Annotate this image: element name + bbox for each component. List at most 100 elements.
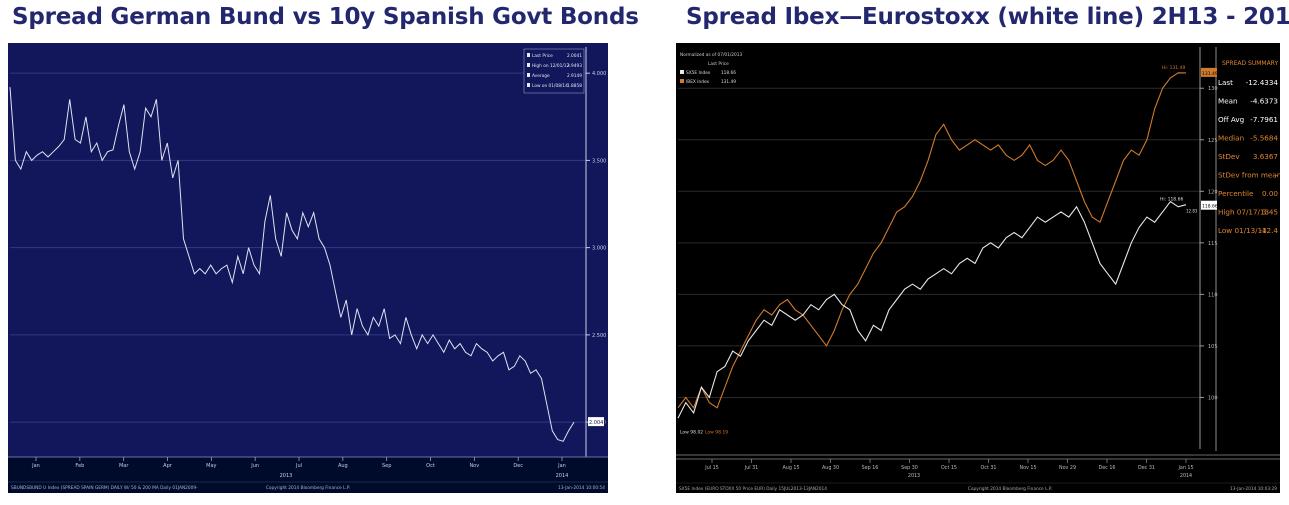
spread-summary: SPREAD SUMMARY Last -12.4334 Mean -4.6373 Off…	[1218, 60, 1280, 235]
y-tick-label: 115	[1208, 241, 1218, 247]
x-tick-label: Jul	[295, 463, 302, 469]
x-tick-label: Dec 31	[1138, 465, 1155, 471]
year-label: 2014	[556, 473, 569, 479]
x-tick-label: Dec 16	[1099, 465, 1116, 471]
eurostoxx-line	[677, 200, 1187, 419]
legend-swatch	[527, 83, 530, 87]
ibex-eurostoxx-chart: 130 125 120 115 110 105 100 Hi: 131.49 Hi: 118.6…	[676, 47, 1280, 493]
legend-label: SX5E Index	[686, 70, 711, 76]
summary-value: -7.7961	[1250, 115, 1278, 124]
y-tick-label: 125	[1208, 138, 1218, 144]
x-tick-label: Sep 30	[901, 465, 918, 471]
summary-label: StDev from mean	[1218, 171, 1280, 180]
legend-swatch	[680, 70, 684, 74]
y-tick-label: 3.000	[592, 246, 606, 252]
summary-value: -5.5684	[1250, 134, 1278, 143]
summary-value: -4.6373	[1250, 97, 1278, 106]
y-tick-label: 3.500	[592, 158, 606, 164]
y-tick-label: 2.500	[592, 333, 606, 339]
legend-value: 2.9149	[567, 73, 582, 79]
summary-value: 3.6367	[1253, 152, 1278, 161]
ibex-eurostoxx-chart-panel: 130 125 120 115 110 105 100 Hi: 131.49 Hi: 118.6…	[676, 43, 1280, 493]
x-tick-label: May	[206, 463, 216, 469]
y-tick-label: 110	[1208, 292, 1218, 298]
footer-copyright: Copyright 2014 Bloomberg Finance L.P.	[968, 486, 1052, 492]
legend-header: Last Price	[708, 61, 729, 67]
ibex-low-tag: Low 98.19	[705, 430, 728, 436]
x-tick-label: Nov 29	[1059, 465, 1076, 471]
legend-label: Last Price	[532, 53, 553, 59]
x-tick-label: Apr	[163, 463, 173, 469]
last-price-tag: 2.0041	[589, 420, 607, 426]
x-tick-label: Nov 15	[1020, 465, 1037, 471]
x-axis-band	[676, 451, 1280, 493]
summary-label: Last	[1218, 78, 1233, 87]
x-tick-label: Mar	[119, 463, 129, 469]
summary-value: 3.45	[1262, 208, 1278, 217]
x-tick-label: Sep 16	[862, 465, 879, 471]
x-tick-label: Oct 31	[981, 465, 997, 471]
footer-copyright: Copyright 2014 Bloomberg Finance L.P.	[266, 485, 350, 491]
summary-value: -12.4334	[1246, 78, 1279, 87]
x-tick-label: Feb	[75, 463, 84, 469]
summary-label: Percentile	[1218, 189, 1254, 198]
footer-left: SBUNDSBUND U Index (SPREAD SPAIN GERM) D…	[11, 485, 198, 491]
ibex-value-tag-box	[1201, 67, 1217, 77]
year-label: 2014	[1180, 473, 1192, 479]
legend: Last Price 2.0041 High on 12/01/123.9493 Av…	[523, 48, 585, 94]
x-tick-label: Jan	[557, 463, 566, 469]
legend-swatch	[527, 63, 530, 67]
legend-label: IBEX Index	[686, 79, 710, 85]
legend-value: 3.9493	[567, 63, 582, 69]
x-tick-label: Jan	[31, 463, 40, 469]
legend-header: Normalized as of 07/01/2013	[680, 52, 743, 58]
footer-right: 13-Jan-2014 10:00:54	[558, 485, 605, 491]
footer-left: SX5E Index (EURO STOXX 50 Price EUR) Dai…	[679, 486, 827, 492]
summary-value: 0.00	[1262, 189, 1278, 198]
legend-box	[523, 48, 585, 94]
footer-right: 13-Jan-2014 10:03:29	[1230, 486, 1277, 492]
eurostoxx-high-tag: Hi: 118.66	[1160, 197, 1183, 203]
legend-value: 131.49	[721, 79, 736, 85]
x-tick-label: Sep	[382, 463, 391, 469]
legend-label: Average	[532, 73, 550, 79]
x-tick-label: Oct 15	[941, 465, 957, 471]
x-tick-label: Oct	[426, 463, 435, 469]
legend-value: 118.66	[721, 70, 736, 76]
spread-diff-tag: 12.83	[1186, 209, 1198, 214]
summary-title: SPREAD SUMMARY	[1222, 60, 1278, 67]
y-tick-label: 105	[1208, 344, 1218, 350]
last-price-tag-box	[588, 417, 604, 427]
legend-value: 1.8858	[567, 83, 582, 89]
ibex-value-tag: 131.49	[1202, 71, 1218, 77]
y-tick-label: 120	[1208, 189, 1218, 195]
chart-title-bund-spread: Spread German Bund vs 10y Spanish Govt B…	[12, 4, 639, 30]
eurostoxx-low-tag: Low 98.02	[680, 430, 703, 436]
legend: Normalized as of 07/01/2013 Last Price SX5…	[680, 52, 743, 85]
y-tick-label: 4.000	[592, 71, 606, 77]
summary-label: Mean	[1218, 97, 1238, 106]
ibex-line	[677, 72, 1187, 409]
y-tick-label: 130	[1208, 86, 1218, 92]
legend-value: 2.0041	[567, 53, 582, 59]
spread-line	[9, 87, 575, 442]
legend-label: High on 12/01/12	[532, 63, 570, 69]
summary-label: High 07/17/13	[1218, 208, 1269, 217]
x-tick-label: Aug 15	[783, 465, 800, 471]
summary-label: StDev	[1218, 152, 1240, 161]
x-tick-label: Dec	[513, 463, 523, 469]
year-label: 2013	[280, 473, 293, 479]
summary-label: Median	[1218, 134, 1244, 143]
x-tick-label: Aug 30	[822, 465, 839, 471]
summary-value: -	[1275, 171, 1278, 180]
legend-swatch	[527, 53, 530, 57]
summary-value: -12.4	[1259, 226, 1278, 235]
x-tick-label: Aug	[338, 463, 348, 469]
x-tick-label: Jan 15	[1177, 465, 1193, 471]
x-axis-band	[8, 457, 608, 493]
eurostoxx-value-tag-box	[1201, 200, 1217, 210]
x-tick-label: Jul 31	[744, 465, 758, 471]
x-tick-label: Jun	[250, 463, 259, 469]
chart-title-ibex-eurostoxx: Spread Ibex—Eurostoxx (white line) 2H13 …	[686, 4, 1289, 30]
